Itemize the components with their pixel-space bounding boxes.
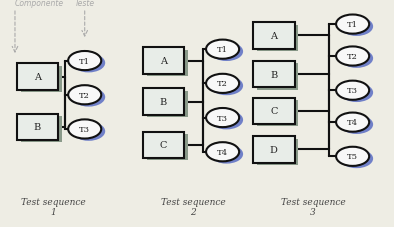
FancyBboxPatch shape xyxy=(147,91,188,118)
Text: T3: T3 xyxy=(347,87,358,95)
Circle shape xyxy=(336,47,369,66)
Text: T1: T1 xyxy=(217,46,228,54)
Text: T1: T1 xyxy=(79,57,90,65)
Circle shape xyxy=(68,120,101,139)
Circle shape xyxy=(340,115,373,134)
FancyBboxPatch shape xyxy=(143,132,184,158)
FancyBboxPatch shape xyxy=(257,100,299,127)
Text: Test sequence
3: Test sequence 3 xyxy=(281,197,346,216)
Text: Test sequence
1: Test sequence 1 xyxy=(21,197,85,216)
Circle shape xyxy=(336,81,369,100)
Text: T5: T5 xyxy=(347,153,358,161)
FancyBboxPatch shape xyxy=(253,98,294,124)
Text: A: A xyxy=(160,57,167,66)
Circle shape xyxy=(340,84,373,103)
Text: T3: T3 xyxy=(79,125,90,133)
Text: B: B xyxy=(160,98,167,107)
Circle shape xyxy=(210,43,243,62)
FancyBboxPatch shape xyxy=(21,66,62,92)
Circle shape xyxy=(336,113,369,132)
Text: Test sequence
2: Test sequence 2 xyxy=(161,197,225,216)
Circle shape xyxy=(72,122,105,141)
Text: D: D xyxy=(270,145,278,154)
Circle shape xyxy=(206,40,239,59)
Circle shape xyxy=(340,149,373,168)
Text: B: B xyxy=(270,70,277,79)
Circle shape xyxy=(68,86,101,105)
FancyBboxPatch shape xyxy=(257,139,299,165)
Text: C: C xyxy=(270,107,277,116)
FancyBboxPatch shape xyxy=(143,48,184,74)
Text: T2: T2 xyxy=(79,91,90,99)
Text: Teste: Teste xyxy=(74,0,95,8)
Circle shape xyxy=(210,77,243,96)
FancyBboxPatch shape xyxy=(253,137,294,163)
Text: T2: T2 xyxy=(217,80,228,88)
FancyBboxPatch shape xyxy=(147,134,188,161)
Text: T2: T2 xyxy=(347,53,358,61)
Circle shape xyxy=(72,54,105,73)
Text: T4: T4 xyxy=(347,118,358,127)
Circle shape xyxy=(336,15,369,35)
Circle shape xyxy=(68,52,101,71)
FancyBboxPatch shape xyxy=(17,114,58,140)
Circle shape xyxy=(72,88,105,107)
Circle shape xyxy=(340,18,373,37)
FancyBboxPatch shape xyxy=(257,26,299,52)
FancyBboxPatch shape xyxy=(253,62,294,88)
Text: C: C xyxy=(160,141,167,150)
Text: T1: T1 xyxy=(347,21,358,29)
FancyBboxPatch shape xyxy=(21,116,62,143)
Circle shape xyxy=(206,109,239,128)
Text: A: A xyxy=(270,32,277,41)
Text: T3: T3 xyxy=(217,114,228,122)
Circle shape xyxy=(210,111,243,130)
FancyBboxPatch shape xyxy=(147,50,188,77)
Text: T4: T4 xyxy=(217,148,228,156)
Text: Componente: Componente xyxy=(15,0,64,8)
FancyBboxPatch shape xyxy=(143,89,184,115)
Circle shape xyxy=(336,147,369,166)
FancyBboxPatch shape xyxy=(17,64,58,90)
Text: B: B xyxy=(34,123,41,132)
Circle shape xyxy=(340,49,373,69)
FancyBboxPatch shape xyxy=(253,23,294,49)
Text: A: A xyxy=(34,73,41,82)
Circle shape xyxy=(206,143,239,162)
Circle shape xyxy=(206,74,239,94)
FancyBboxPatch shape xyxy=(257,64,299,90)
Circle shape xyxy=(210,145,243,164)
